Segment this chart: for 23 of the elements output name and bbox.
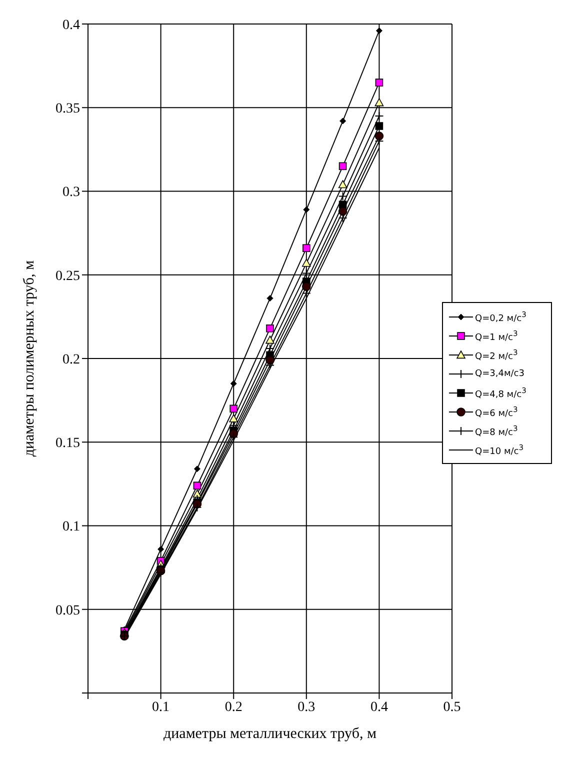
legend-label: Q=3,4м/с3 [475,368,524,378]
y-axis-title: диаметры полимерных труб, м [21,260,38,457]
x-tick-label: 0.5 [443,700,461,715]
y-tick-label: 0.25 [56,268,80,284]
y-tick-label: 0.1 [62,520,80,535]
legend-label: Q=10 м/с$^{3}$ [475,442,524,456]
y-tick-label: 0.2 [62,352,80,368]
y-tick-label: 0.15 [56,436,80,452]
legend-label: Q=4,8 м/с$^{3}$ [475,386,526,400]
x-tick-label: 0.4 [370,700,388,715]
y-tick-label: 0.4 [62,18,80,33]
y-tick-label: 0.05 [56,603,80,618]
x-axis-title: диаметры металлических труб, м [164,726,377,742]
x-tick-label: 0.2 [224,700,242,715]
legend-label: Q=6 м/с$^{3}$ [475,404,518,418]
x-tick-label: 0.1 [152,700,170,715]
y-tick-label: 0.35 [56,102,80,117]
legend-label: Q=2 м/с$^{3}$ [475,348,518,362]
y-tick-label: 0.3 [62,185,80,200]
legend-label: Q=1 м/с$^{3}$ [475,328,518,342]
x-tick-label: 0.3 [298,700,316,715]
legend-label: Q=8 м/с$^{3}$ [475,424,518,438]
legend-label: Q=0,2 м/с$^{3}$ [475,310,526,324]
